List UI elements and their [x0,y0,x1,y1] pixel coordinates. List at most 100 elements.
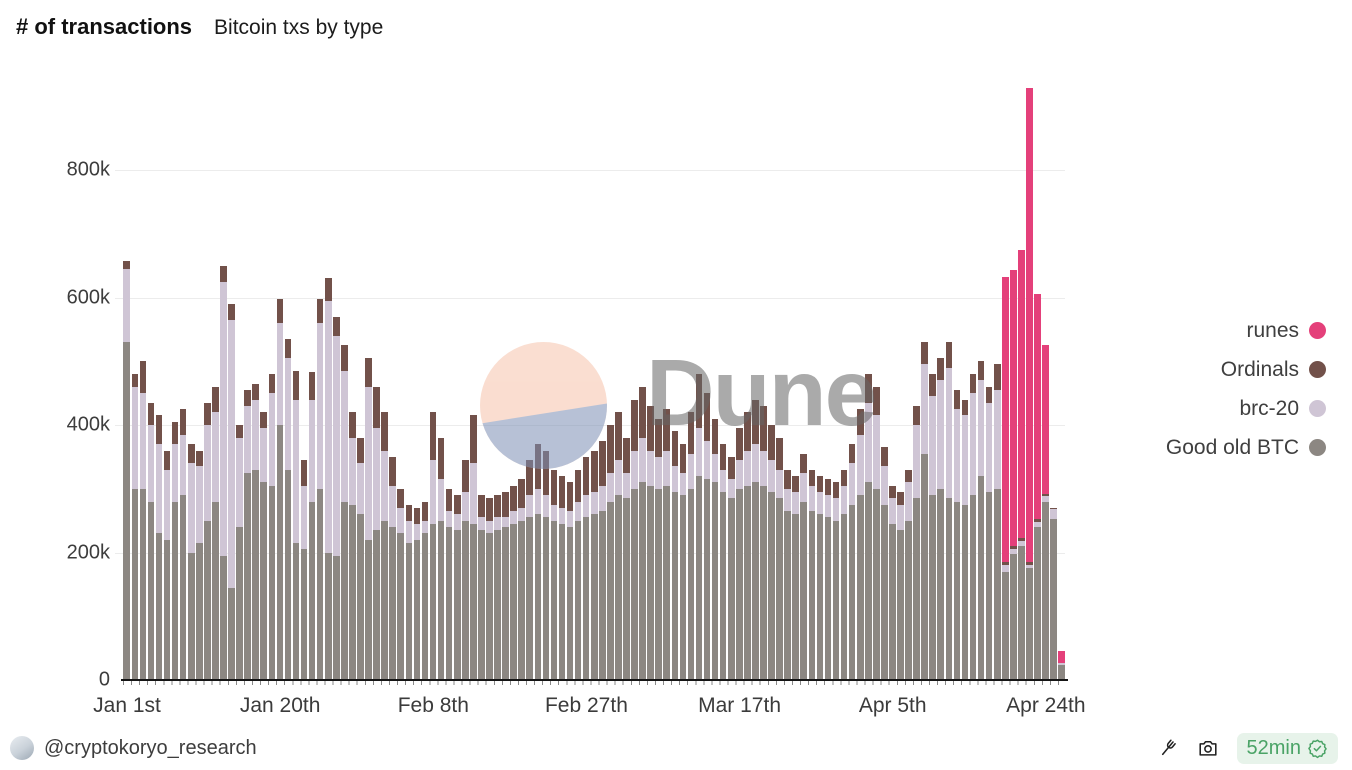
bar[interactable] [655,418,662,680]
bar[interactable] [768,425,775,680]
bar[interactable] [832,482,840,680]
bar[interactable] [1018,250,1025,680]
bar[interactable] [711,418,719,680]
bar[interactable] [864,374,872,680]
legend-item-brc20[interactable]: brc-20 [1166,389,1326,428]
bar[interactable] [574,469,582,680]
bar[interactable] [244,389,251,680]
bar[interactable] [639,386,646,680]
bar[interactable] [542,450,550,680]
bar[interactable] [284,338,292,680]
bar[interactable] [905,469,912,680]
camera-icon[interactable] [1197,737,1219,759]
bar[interactable] [413,507,421,680]
bar[interactable] [695,374,703,680]
bar[interactable] [421,501,429,680]
bar[interactable] [1001,277,1009,680]
bar[interactable] [526,460,534,680]
bar[interactable] [405,504,413,680]
bar[interactable] [486,498,493,680]
bar[interactable] [961,399,969,680]
bar[interactable] [760,405,767,680]
bar[interactable] [268,374,276,680]
bar[interactable] [945,342,953,680]
bar[interactable] [897,491,904,680]
bar[interactable] [929,374,937,680]
bar[interactable] [977,361,985,680]
bar[interactable] [937,358,945,680]
bar[interactable] [349,412,356,680]
bar[interactable] [131,374,139,680]
bar[interactable] [598,440,606,680]
bar[interactable] [365,358,372,680]
bar[interactable] [687,412,695,680]
bar[interactable] [873,386,880,680]
bar[interactable] [212,386,219,680]
bar[interactable] [881,447,888,680]
bar[interactable] [824,479,832,680]
bar[interactable] [913,405,920,680]
bar[interactable] [663,409,671,680]
bar[interactable] [800,453,808,680]
bar[interactable] [792,476,800,680]
bar[interactable] [889,485,896,680]
bar[interactable] [187,444,195,680]
bar[interactable] [744,412,751,680]
bar[interactable] [735,428,743,680]
bar[interactable] [1026,87,1033,680]
bar[interactable] [316,299,324,680]
bar[interactable] [969,374,977,680]
bar[interactable] [558,476,566,680]
bar[interactable] [776,437,783,680]
bar[interactable] [252,383,260,680]
bar[interactable] [816,476,824,680]
bar[interactable] [389,456,397,680]
bar[interactable] [590,450,598,680]
bar[interactable] [260,412,268,680]
bar[interactable] [461,460,469,680]
bar[interactable] [566,482,574,680]
bar[interactable] [647,405,654,680]
bar[interactable] [727,456,735,680]
legend-item-good-old-btc[interactable]: Good old BTC [1166,428,1326,467]
bar[interactable] [856,409,864,680]
bar[interactable] [1058,651,1065,680]
bar[interactable] [333,316,340,680]
fork-icon[interactable] [1157,737,1179,759]
bar[interactable] [502,491,509,680]
bar[interactable] [308,372,316,680]
bar[interactable] [719,444,727,680]
bar[interactable] [123,261,131,680]
bar[interactable] [139,361,147,680]
bar[interactable] [204,402,211,680]
bar[interactable] [703,393,711,680]
bar[interactable] [470,415,477,680]
bar[interactable] [848,444,856,680]
bar[interactable] [236,425,243,680]
bar[interactable] [300,460,308,680]
bar[interactable] [373,386,380,680]
bar[interactable] [195,450,203,680]
author-handle[interactable]: @cryptokoryo_research [44,736,257,759]
bar[interactable] [550,469,558,680]
bar[interactable] [623,437,630,680]
bar[interactable] [478,495,485,680]
bar[interactable] [220,265,227,680]
bar[interactable] [679,444,687,680]
bar[interactable] [494,495,501,680]
bar[interactable] [510,485,517,680]
bar[interactable] [752,399,759,680]
bar[interactable] [445,488,453,680]
legend-item-runes[interactable]: runes [1166,311,1326,350]
bar[interactable] [671,431,679,680]
bar[interactable] [1034,294,1041,680]
bar[interactable] [993,364,1001,680]
plot-area[interactable] [123,87,1066,680]
bar[interactable] [808,469,816,680]
bar[interactable] [276,299,284,680]
author-avatar[interactable] [10,736,34,760]
bar[interactable] [171,421,179,680]
bar[interactable] [631,399,638,680]
bar[interactable] [921,342,928,680]
bar[interactable] [1042,345,1049,680]
